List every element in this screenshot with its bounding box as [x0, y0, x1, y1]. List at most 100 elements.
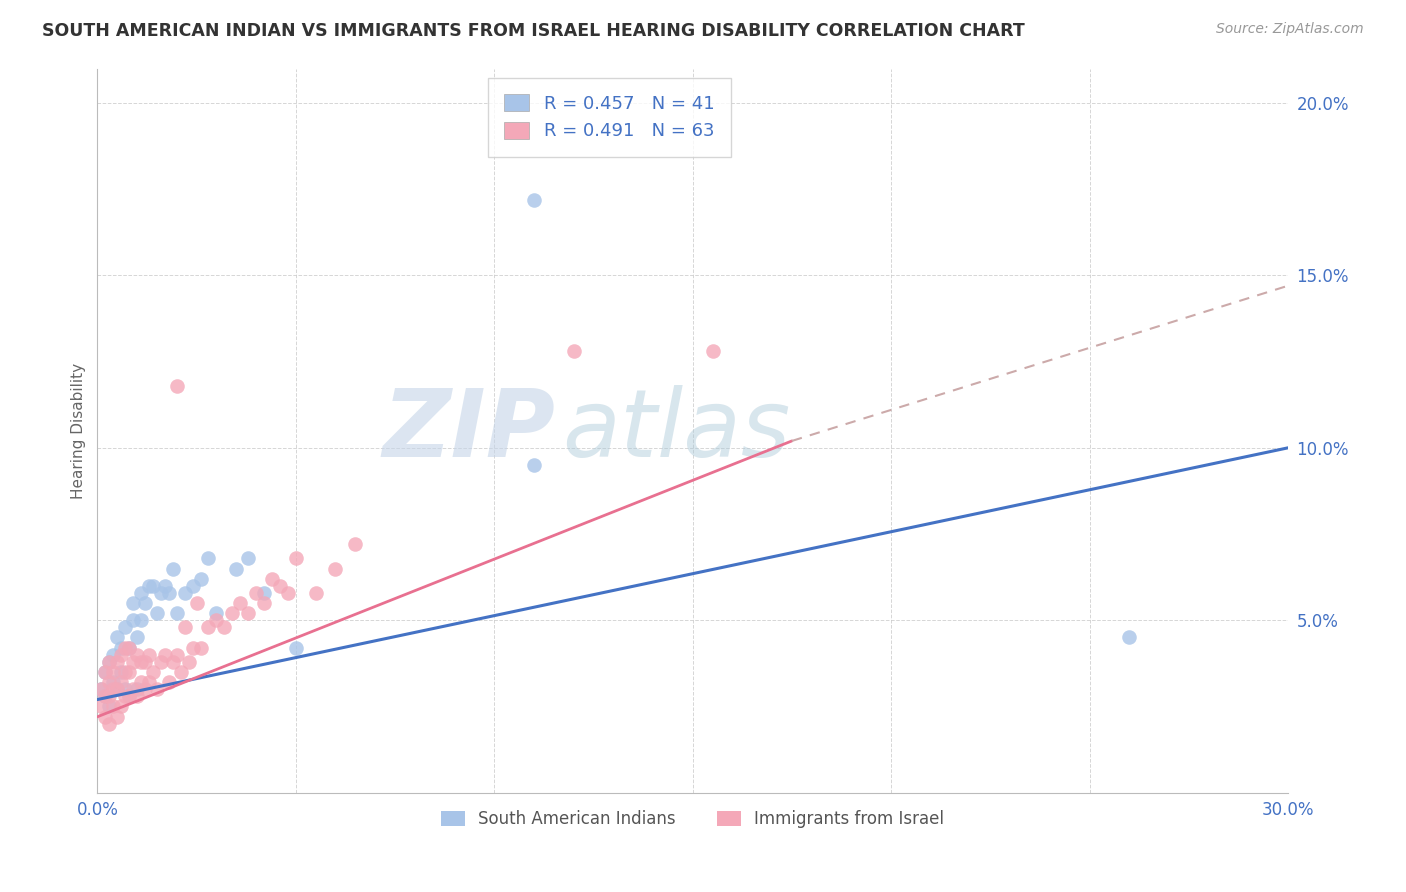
- Point: [103, 665, 125, 679]
- Point: [138, 648, 160, 662]
- Point: [90, 682, 112, 697]
- Point: [142, 665, 165, 679]
- Point: [205, 607, 228, 621]
- Point: [125, 631, 148, 645]
- Point: [98, 699, 121, 714]
- Point: [162, 655, 184, 669]
- Point: [105, 682, 128, 697]
- Point: [105, 682, 128, 697]
- Point: [157, 585, 180, 599]
- Point: [110, 640, 132, 655]
- Point: [153, 648, 176, 662]
- Point: [134, 596, 156, 610]
- Point: [197, 551, 219, 566]
- Point: [260, 572, 283, 586]
- Legend: South American Indians, Immigrants from Israel: South American Indians, Immigrants from …: [434, 804, 950, 835]
- Point: [122, 655, 145, 669]
- Point: [114, 665, 136, 679]
- Point: [138, 675, 160, 690]
- Point: [284, 551, 307, 566]
- Point: [125, 682, 148, 697]
- Point: [118, 689, 141, 703]
- Point: [138, 579, 160, 593]
- Point: [181, 579, 204, 593]
- Point: [98, 675, 121, 690]
- Y-axis label: Hearing Disability: Hearing Disability: [72, 362, 86, 499]
- Point: [125, 689, 148, 703]
- Point: [229, 596, 252, 610]
- Point: [149, 655, 172, 669]
- Point: [146, 682, 169, 697]
- Point: [103, 682, 125, 697]
- Point: [238, 551, 260, 566]
- Point: [523, 193, 546, 207]
- Point: [162, 561, 184, 575]
- Point: [1118, 631, 1140, 645]
- Point: [105, 631, 128, 645]
- Point: [197, 620, 219, 634]
- Point: [105, 655, 128, 669]
- Point: [325, 561, 347, 575]
- Point: [238, 607, 260, 621]
- Point: [166, 648, 188, 662]
- Point: [110, 699, 132, 714]
- Point: [94, 665, 117, 679]
- Point: [110, 675, 132, 690]
- Point: [129, 675, 152, 690]
- Point: [205, 613, 228, 627]
- Point: [190, 572, 212, 586]
- Point: [253, 585, 276, 599]
- Point: [103, 675, 125, 690]
- Point: [157, 675, 180, 690]
- Text: ZIP: ZIP: [382, 384, 555, 476]
- Point: [253, 596, 276, 610]
- Point: [245, 585, 267, 599]
- Text: atlas: atlas: [562, 385, 790, 476]
- Point: [177, 655, 200, 669]
- Point: [214, 620, 236, 634]
- Point: [181, 640, 204, 655]
- Point: [269, 579, 291, 593]
- Point: [221, 607, 243, 621]
- Point: [173, 585, 195, 599]
- Point: [170, 665, 193, 679]
- Text: Source: ZipAtlas.com: Source: ZipAtlas.com: [1216, 22, 1364, 37]
- Point: [153, 579, 176, 593]
- Point: [134, 655, 156, 669]
- Point: [277, 585, 299, 599]
- Point: [114, 620, 136, 634]
- Point: [304, 585, 326, 599]
- Point: [94, 689, 117, 703]
- Point: [225, 561, 247, 575]
- Point: [122, 596, 145, 610]
- Point: [125, 648, 148, 662]
- Point: [129, 613, 152, 627]
- Point: [562, 344, 585, 359]
- Point: [149, 585, 172, 599]
- Point: [94, 665, 117, 679]
- Point: [118, 640, 141, 655]
- Point: [129, 585, 152, 599]
- Point: [142, 579, 165, 593]
- Point: [523, 458, 546, 472]
- Text: SOUTH AMERICAN INDIAN VS IMMIGRANTS FROM ISRAEL HEARING DISABILITY CORRELATION C: SOUTH AMERICAN INDIAN VS IMMIGRANTS FROM…: [42, 22, 1025, 40]
- Point: [118, 640, 141, 655]
- Point: [166, 607, 188, 621]
- Point: [94, 689, 117, 703]
- Point: [284, 640, 307, 655]
- Point: [114, 689, 136, 703]
- Point: [190, 640, 212, 655]
- Point: [122, 682, 145, 697]
- Point: [173, 620, 195, 634]
- Point: [90, 699, 112, 714]
- Point: [94, 710, 117, 724]
- Point: [98, 655, 121, 669]
- Point: [105, 710, 128, 724]
- Point: [98, 716, 121, 731]
- Point: [110, 648, 132, 662]
- Point: [110, 665, 132, 679]
- Point: [122, 613, 145, 627]
- Point: [146, 607, 169, 621]
- Point: [98, 655, 121, 669]
- Point: [103, 648, 125, 662]
